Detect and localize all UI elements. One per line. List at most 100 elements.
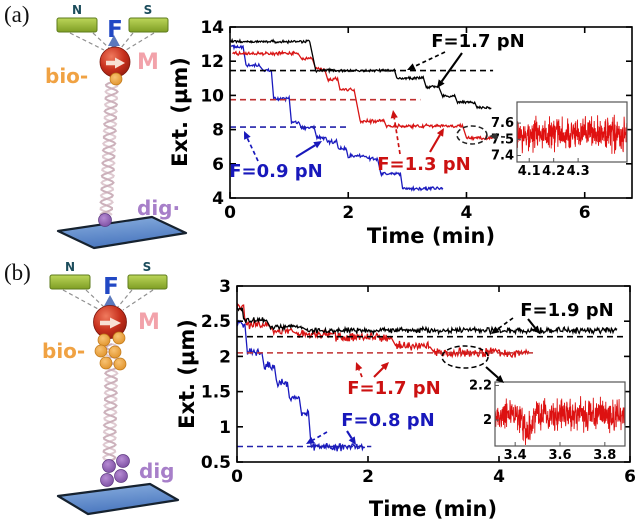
annotation-arrow-head	[355, 362, 363, 371]
biotin-label: bio-	[42, 339, 85, 363]
trace-f-1.7-pn	[229, 37, 492, 110]
annotation-arrow	[429, 134, 441, 153]
inset-y-tick-label: 7.4	[491, 149, 514, 164]
panel-a-diagram: (a) N S F M bio- dig·	[4, 2, 188, 250]
force-arrow-head	[108, 35, 120, 46]
y-tick-label: 12	[200, 52, 224, 72]
magnetization-label: M	[138, 310, 160, 335]
annotation-arrow	[373, 366, 385, 378]
x-tick-label: 4	[461, 203, 473, 223]
x-tick-label: 0	[231, 467, 243, 487]
inset-y-tick-label: 2.2	[469, 378, 492, 393]
inset-trace	[494, 396, 626, 446]
inset-x-tick-label: 4.3	[567, 164, 590, 179]
biotin-bead-cluster	[94, 331, 127, 371]
inset-trace	[516, 114, 628, 154]
biotin-bead	[109, 72, 123, 86]
dig-bead	[98, 213, 112, 227]
x-axis-title: Time (min)	[367, 224, 495, 248]
magnetization-arrow-head	[110, 317, 121, 329]
annotation-arrow-head	[532, 325, 540, 334]
y-tick-label: 1	[219, 418, 231, 438]
annotation-arrow	[295, 144, 316, 158]
magnet-right	[128, 17, 169, 33]
annotation-arrow-head	[244, 131, 251, 140]
y-tick-label: 14	[200, 18, 224, 38]
force-arrow-head	[104, 295, 116, 306]
magnetization-arrow-head	[115, 57, 125, 69]
y-tick-label: 2	[219, 347, 231, 367]
magnetization-label: M	[137, 50, 159, 75]
y-tick-label: 8	[212, 121, 224, 141]
glass-surface	[56, 215, 188, 250]
force-label: F	[103, 274, 119, 300]
x-tick-label: 4	[493, 467, 505, 487]
annotation-arrow	[312, 431, 328, 441]
x-tick-label: 6	[624, 467, 636, 487]
y-tick-label: 3	[219, 277, 231, 297]
dig-label: dig·	[137, 196, 180, 220]
dna-helix	[99, 81, 119, 216]
annotation-arrow	[496, 135, 506, 138]
force-annotation-f-1.9-pn: F=1.9 pN	[520, 300, 613, 321]
pole-n-label: N	[72, 3, 82, 17]
trace-f-1.9-pn	[236, 307, 618, 336]
inset-x-tick-label: 4.2	[542, 164, 565, 179]
annotation-arrow-head	[306, 436, 315, 444]
inset-box	[516, 101, 628, 163]
force-annotation-f-1.7-pn: F=1.7 pN	[347, 378, 440, 399]
inset-x-tick-label: 4.1	[518, 164, 541, 179]
annotation-arrow-head	[348, 436, 356, 445]
annotation-arrow-head	[436, 128, 444, 137]
annotation-arrow-head	[390, 110, 398, 119]
axes-box	[229, 26, 633, 199]
annotation-arrow-head	[407, 63, 416, 70]
annotation-arrow	[527, 318, 536, 329]
trace-f-0.9-pn	[230, 44, 444, 192]
trace-f-1.3-pn	[232, 49, 494, 142]
force-annotation-f-0.9-pn: F=0.9 pN	[229, 161, 322, 182]
biotin-label: bio-	[45, 64, 88, 88]
annotation-arrow	[358, 369, 363, 378]
y-tick-label: 10	[200, 86, 224, 106]
magnet-left	[49, 274, 91, 290]
glass-surface	[56, 482, 180, 516]
magnet-left	[56, 17, 98, 33]
x-tick-label: 0	[224, 203, 236, 223]
zoom-region-ellipse	[456, 125, 488, 145]
x-tick-label: 2	[342, 203, 354, 223]
axes-box	[236, 285, 631, 463]
annotation-arrow-head	[491, 326, 500, 334]
annotation-arrow	[496, 317, 514, 330]
force-annotation-f-1.3-pn: F=1.3 pN	[377, 154, 470, 175]
pole-s-label: S	[143, 260, 152, 274]
panel-b-plot: 0 2 4 6 0.5 1 1.5 2 2.5 3 Time (min) Ext. (µm) 3.4 3.…	[175, 277, 636, 521]
panel-a-label: (a)	[4, 2, 30, 27]
x-axis-title: Time (min)	[369, 497, 497, 521]
inset-x-tick-label: 3.6	[548, 448, 571, 463]
annotation-arrow	[440, 52, 463, 83]
trace-f-1.7-pn	[236, 302, 530, 359]
dig-label: dig	[139, 459, 175, 483]
annotation-arrow-head	[380, 362, 389, 371]
magnet-right	[127, 274, 168, 290]
magnetic-field-lines	[69, 32, 155, 51]
pole-s-label: S	[144, 3, 153, 17]
y-tick-label: 2.5	[201, 312, 231, 332]
magnetic-field-lines	[62, 289, 154, 311]
force-label: F	[107, 17, 123, 43]
x-tick-label: 2	[362, 467, 374, 487]
inset-y-tick-label: 2	[483, 413, 492, 428]
force-annotation-f-0.8-pn: F=0.8 pN	[341, 410, 434, 431]
annotation-arrow	[485, 366, 499, 379]
y-tick-label: 4	[212, 189, 224, 209]
force-annotation-f-1.7-pn: F=1.7 pN	[431, 31, 524, 52]
panel-a-plot: 0 2 4 6 4 6 8 10 12 14 Time (min) Ext. (µm) 4.1 4.2 4.…	[168, 18, 633, 248]
panel-b-diagram: (b) N S F M bio- dig	[4, 260, 180, 516]
annotation-arrow-head	[313, 141, 322, 149]
annotation-arrow-head	[489, 132, 498, 141]
y-axis-title: Ext. (µm)	[175, 319, 199, 429]
y-tick-label: 6	[212, 155, 224, 175]
